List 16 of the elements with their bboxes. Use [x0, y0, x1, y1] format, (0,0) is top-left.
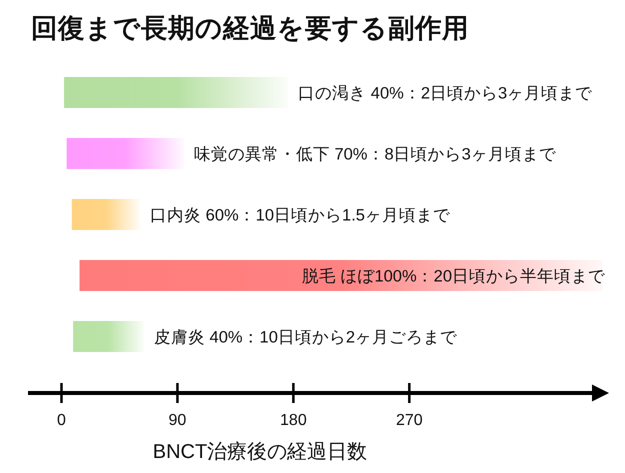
bar	[73, 321, 144, 352]
chart-title: 回復まで長期の経過を要する副作用	[31, 13, 469, 43]
bar	[80, 260, 603, 291]
y-tick-label: 脱毛 ほぼ100%：20日頃から半年頃まで	[302, 266, 606, 286]
x-tick-label: 180	[280, 412, 307, 429]
y-tick-label: 味覚の異常・低下 70%：8日頃から3ヶ月頃まで	[194, 144, 557, 164]
y-tick-label: 皮膚炎 40%：10日頃から2ヶ月ごろまで	[154, 328, 458, 346]
bar	[72, 199, 140, 230]
y-tick-label: 口内炎 60%：10日頃から1.5ヶ月頃まで	[150, 206, 451, 224]
x-tick-label: 0	[57, 412, 66, 429]
x-axis-title: BNCT治療後の経過日数	[152, 441, 368, 463]
bar	[66, 138, 184, 169]
y-tick-label: 口の渇き 40%：2日頃から3ヶ月頃まで	[298, 84, 594, 102]
x-tick-label: 270	[396, 412, 423, 429]
bar	[64, 77, 288, 108]
x-tick-label: 90	[168, 412, 186, 429]
